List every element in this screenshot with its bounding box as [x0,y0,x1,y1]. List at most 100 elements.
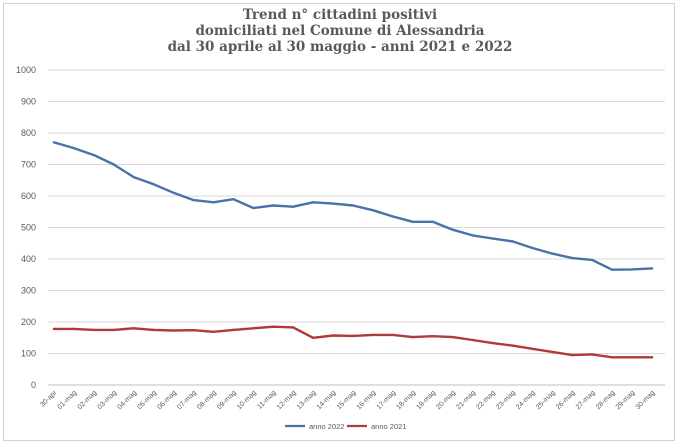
data-point [272,325,275,328]
x-tick-label: 02-mag [77,389,99,411]
data-point [531,246,534,250]
data-point [391,215,395,218]
legend-label-1: anno 2021 [371,422,406,431]
y-tick-label: 700 [21,160,36,170]
data-point [411,220,414,224]
data-point [172,191,175,195]
data-point [511,240,514,243]
x-tick-label: 22-mag [475,389,497,411]
data-point [571,353,574,357]
y-tick-label: 0 [31,380,36,390]
data-point [451,228,454,231]
data-point [132,175,135,179]
x-tick-label: 20-mag [435,389,457,411]
data-point [491,341,494,345]
chart-title-line-3: dal 30 aprile al 30 maggio - anni 2021 e… [167,39,513,55]
data-point [192,328,195,332]
x-tick-label: 14-mag [316,389,338,411]
y-tick-label: 200 [21,317,36,327]
x-tick-label: 05-mag [136,389,158,411]
data-point [411,335,414,339]
data-point [491,237,494,240]
y-tick-label: 400 [21,254,36,264]
x-tick-label: 08-mag [196,389,218,411]
y-tick-label: 100 [21,349,36,359]
x-tick-label: 29-mag [615,389,637,411]
data-point [331,202,335,205]
x-tick-label: 28-mag [595,389,617,411]
data-point [551,252,554,255]
data-point [451,335,454,339]
data-point [511,344,514,347]
data-point [610,356,614,359]
data-point [431,220,434,224]
data-point [272,204,275,207]
data-point [650,356,654,359]
data-point [92,153,96,157]
data-point [371,333,375,337]
x-tick-label: 06-mag [156,389,178,411]
data-point [571,256,574,260]
x-tick-label: 18-mag [395,389,417,411]
data-point [371,208,375,212]
x-tick-label: 16-mag [356,389,378,411]
data-point [471,234,474,237]
x-tick-label: 11-mag [256,389,277,410]
data-point [630,356,634,359]
legend-label-0: anno 2022 [309,422,344,431]
y-tick-label: 800 [21,128,36,138]
x-tick-label: 07-mag [176,389,198,411]
x-tick-label: 21-mag [455,389,477,411]
series-lines [52,141,654,359]
chart-frame [3,3,675,441]
data-point [232,197,235,201]
data-point [232,328,235,332]
data-point [112,163,116,166]
data-point [72,146,76,150]
data-point [531,347,534,350]
y-tick-label: 300 [21,286,36,296]
data-point [292,205,295,208]
series-line-1 [52,325,654,359]
y-tick-label: 1000 [16,65,36,75]
data-point [351,334,355,338]
data-point [92,328,96,332]
data-point [431,334,434,338]
gridlines [48,69,665,386]
data-point [391,333,395,337]
x-axis-labels: 30-apr01-mag02-mag03-mag04-mag05-mag06-m… [39,389,656,411]
data-point [212,330,215,333]
x-tick-label: 23-mag [495,389,517,411]
x-tick-label: 10-mag [236,389,258,411]
data-point [152,183,155,186]
x-tick-label: 24-mag [515,389,537,411]
data-point [172,329,175,332]
y-tick-label: 500 [21,223,36,233]
data-point [72,327,76,331]
x-tick-label: 09-mag [216,389,238,411]
x-tick-label: 01-mag [57,389,79,411]
chart-title-line-1: Trend n° cittadini positivi [242,7,438,23]
data-point [212,201,215,204]
x-tick-label: 26-mag [555,389,577,411]
data-point [252,206,255,210]
y-tick-label: 900 [21,97,36,107]
data-point [551,350,554,354]
y-tick-label: 600 [21,191,36,201]
data-point [331,334,335,337]
y-axis-labels: 0 100 200 300 400 500 600 700 800 900 1000 [16,65,36,390]
x-tick-label: 25-mag [535,389,557,411]
data-point [132,327,135,330]
data-point [52,141,56,144]
x-tick-label: 03-mag [96,389,118,411]
data-point [610,268,614,271]
x-tick-label: 30-mag [635,389,657,411]
chart-title: Trend n° cittadini positivi domiciliati … [0,7,680,55]
data-point [471,338,474,342]
data-point [311,336,315,339]
data-point [591,258,594,262]
x-tick-label: 27-mag [575,389,597,411]
data-point [152,328,155,332]
data-point [292,326,295,329]
